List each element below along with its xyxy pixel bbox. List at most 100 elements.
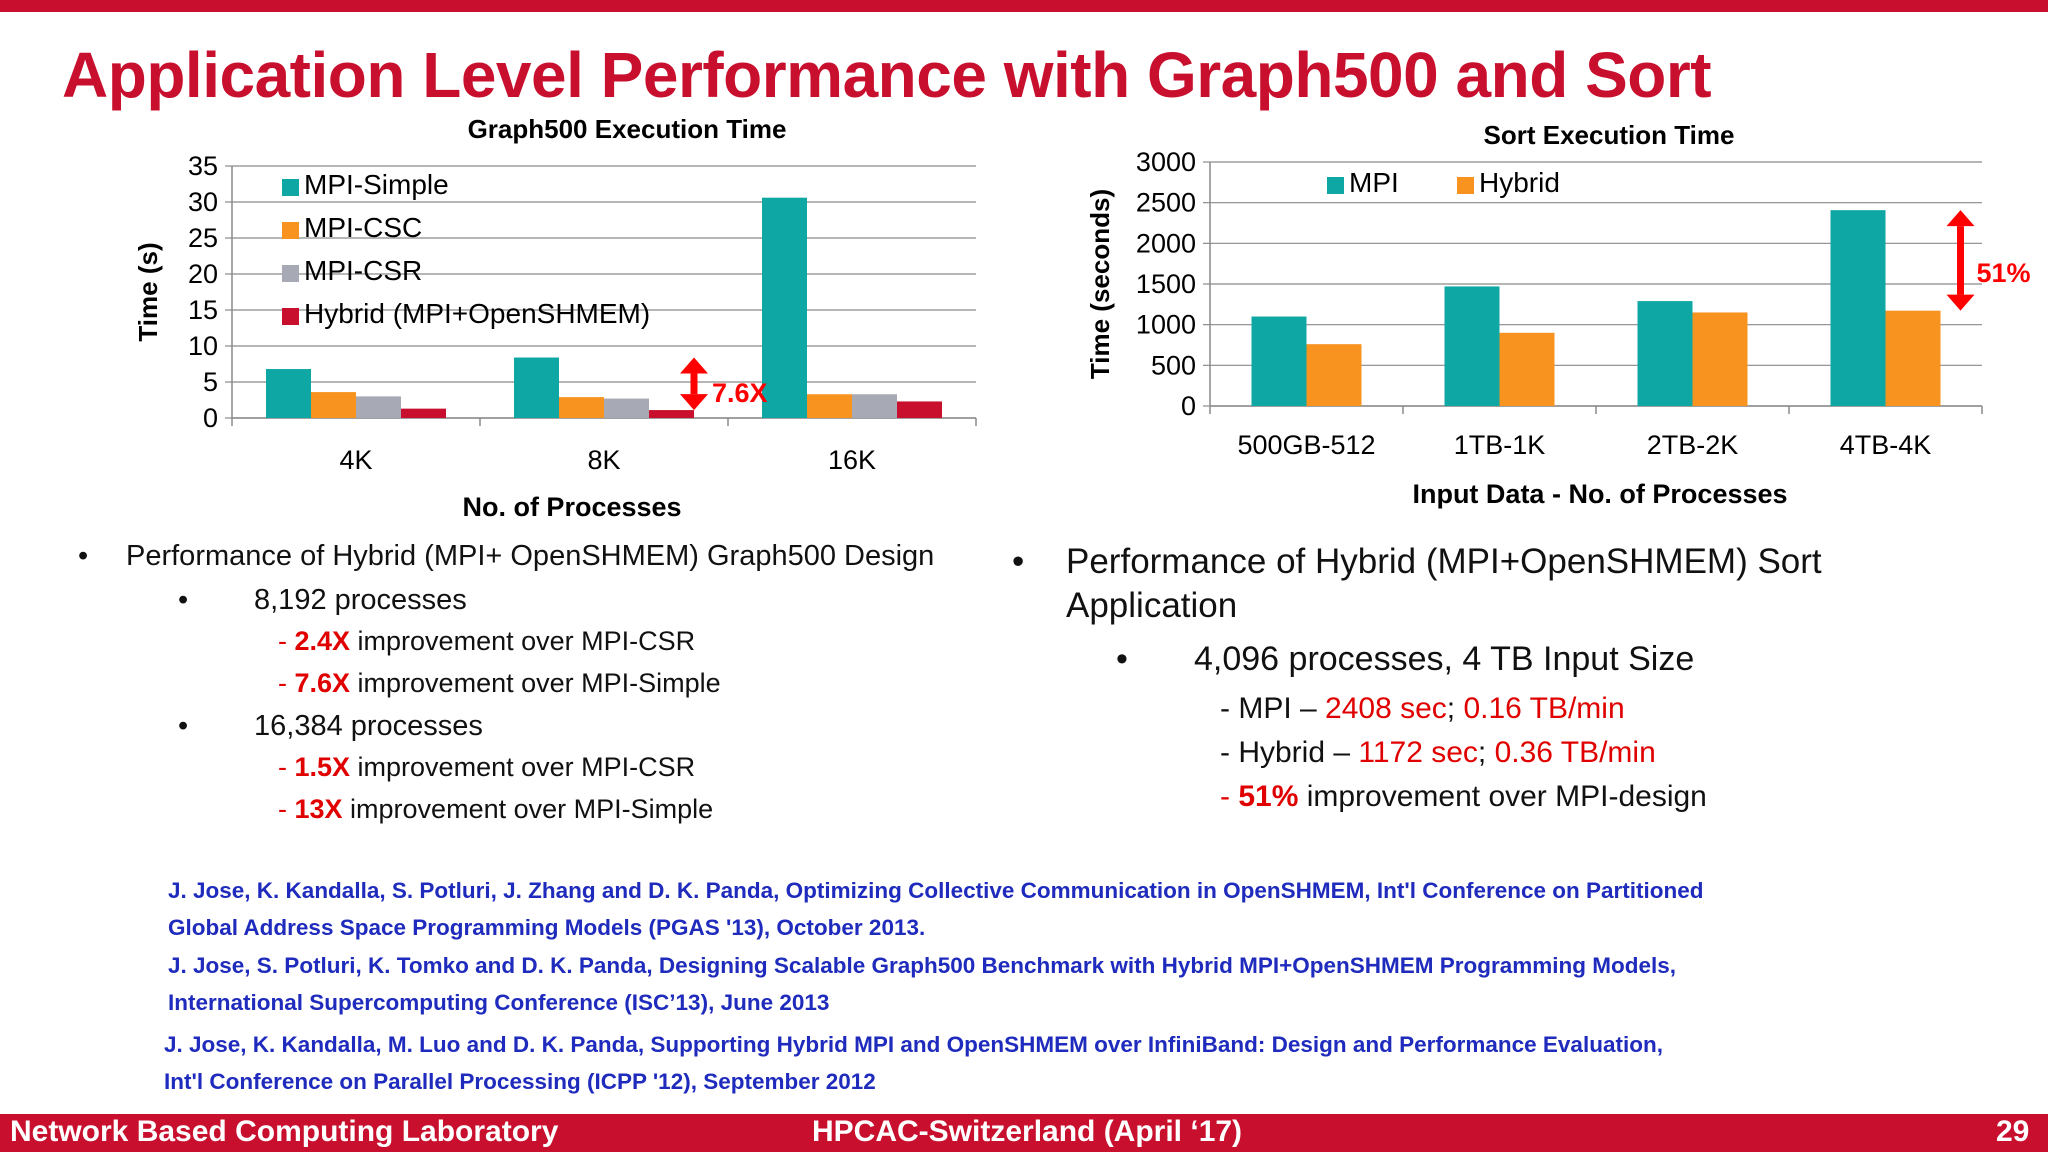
y-tick-label: 1000: [1136, 310, 1196, 340]
top-accent-bar: [0, 0, 2048, 12]
sort-main-bullet-line1: Performance of Hybrid (MPI+OpenSHMEM) So…: [1066, 542, 1822, 581]
sort-chart: 0 500 1000 1500 2000 2500 3000 500GB-512 1TB-1K 2…: [1085, 120, 2031, 509]
legend-label: MPI-CSC: [304, 212, 422, 243]
sort-mpi-line: - MPI – 2408 sec; 0.16 TB/min: [1220, 692, 1625, 725]
x-category-label: 4K: [339, 445, 372, 475]
improvement-arrow-head-top: [680, 357, 708, 374]
legend-swatch: [282, 179, 299, 196]
footer-bar: Network Based Computing Laboratory HPCAC…: [0, 1114, 2048, 1152]
x-category-label: 2TB-2K: [1647, 430, 1739, 460]
reference-line: International Supercomputing Conference …: [168, 990, 830, 1015]
legend-swatch: [1327, 177, 1344, 194]
legend-swatch: [282, 308, 299, 325]
y-tick-label: 5: [203, 367, 218, 397]
x-category-label: 4TB-4K: [1840, 430, 1932, 460]
sort-hybrid-line: - Hybrid – 1172 sec; 0.36 TB/min: [1220, 736, 1656, 769]
graph500-item: - 2.4X improvement over MPI-CSR: [278, 626, 696, 656]
graph500-item: - 13X improvement over MPI-Simple: [278, 794, 714, 824]
reference-line: J. Jose, K. Kandalla, S. Potluri, J. Zha…: [168, 878, 1704, 903]
y-tick-label: 1500: [1136, 269, 1196, 299]
bar-mpi: [1830, 210, 1886, 406]
y-tick-label: 0: [1181, 391, 1196, 421]
bar-mpi-simple: [514, 357, 559, 418]
bar-mpi-simple: [762, 197, 807, 418]
y-tick-label: 0: [203, 403, 218, 433]
bar-mpi-csc: [311, 392, 356, 418]
bar-mpi: [1637, 301, 1693, 406]
legend-label: MPI-CSR: [304, 255, 422, 286]
legend-swatch: [282, 222, 299, 239]
improvement-arrow-shaft: [690, 373, 698, 395]
footer-page-number: 29: [1996, 1115, 2030, 1148]
y-tick-label: 10: [188, 331, 218, 361]
legend-label: MPI-Simple: [304, 169, 449, 200]
y-tick-label: 30: [188, 187, 218, 217]
improvement-arrow-head-bottom: [680, 394, 708, 411]
x-category-label: 1TB-1K: [1454, 430, 1546, 460]
y-tick-label: 500: [1151, 350, 1196, 380]
reference-line: Global Address Space Programming Models …: [168, 915, 926, 940]
improvement-label: 51%: [1977, 258, 2031, 288]
bullet-dot: •: [78, 540, 89, 572]
legend-label: Hybrid (MPI+OpenSHMEM): [304, 298, 650, 329]
reference-line: Int'l Conference on Parallel Processing …: [164, 1069, 876, 1094]
graph500-main-bullet: Performance of Hybrid (MPI+ OpenSHMEM) G…: [126, 540, 935, 572]
reference-line: J. Jose, K. Kandalla, M. Luo and D. K. P…: [164, 1032, 1663, 1057]
bar-mpi-simple: [266, 369, 311, 418]
y-tick-label: 2500: [1136, 188, 1196, 218]
footer-event: HPCAC-Switzerland (April ‘17): [812, 1115, 1243, 1148]
reference-line: J. Jose, S. Potluri, K. Tomko and D. K. …: [168, 953, 1677, 978]
y-tick-label: 3000: [1136, 147, 1196, 177]
bar-hybrid: [1692, 312, 1748, 406]
y-tick-label: 20: [188, 259, 218, 289]
x-category-label: 16K: [828, 445, 876, 475]
bar-hybrid: [1306, 344, 1362, 406]
improvement-arrow-head-bottom: [1946, 294, 1975, 311]
bar-hybrid: [1885, 310, 1941, 406]
sort-sub-bullet: 4,096 processes, 4 TB Input Size: [1194, 640, 1695, 678]
bar-hybrid-mpi-openshmem-: [649, 410, 694, 418]
chart-title: Sort Execution Time: [1484, 120, 1735, 150]
legend-swatch: [282, 265, 299, 282]
x-category-label: 8K: [587, 445, 620, 475]
improvement-arrow-shaft: [1957, 226, 1964, 295]
graph500-sub-16k: 16,384 processes: [254, 710, 483, 742]
y-tick-label: 15: [188, 295, 218, 325]
y-axis-title: Time (s): [133, 242, 163, 341]
improvement-label: 7.6X: [712, 378, 768, 408]
improvement-arrow-head-top: [1946, 210, 1975, 227]
x-category-label: 500GB-512: [1237, 430, 1375, 460]
chart-title: Graph500 Execution Time: [468, 114, 787, 144]
bar-mpi-csc: [559, 397, 604, 418]
bar-mpi: [1444, 286, 1500, 406]
sort-main-bullet-line2: Application: [1066, 586, 1238, 625]
bullet-dot: •: [178, 584, 189, 616]
legend-label: MPI: [1349, 167, 1399, 198]
graph500-item: - 7.6X improvement over MPI-Simple: [278, 668, 721, 698]
y-axis-title: Time (seconds): [1085, 189, 1115, 379]
bar-hybrid: [1499, 332, 1555, 406]
bar-hybrid-mpi-openshmem-: [897, 401, 942, 418]
graph500-chart: 0 5 10 15 20 25 30 35 4K 8K 16K Graph500 Execution …: [133, 114, 977, 522]
footer-lab-name: Network Based Computing Laboratory: [10, 1115, 559, 1148]
y-tick-label: 35: [188, 151, 218, 181]
bar-hybrid-mpi-openshmem-: [401, 408, 446, 418]
bullet-dot: •: [1012, 542, 1025, 581]
graph500-item: - 1.5X improvement over MPI-CSR: [278, 752, 696, 782]
slide-title: Application Level Performance with Graph…: [62, 39, 1712, 111]
x-axis-title: No. of Processes: [462, 492, 681, 522]
bullet-dot: •: [178, 710, 189, 742]
y-tick-label: 2000: [1136, 228, 1196, 258]
legend-swatch: [1457, 177, 1474, 194]
bullet-dot: •: [1116, 640, 1128, 678]
bar-mpi: [1251, 316, 1307, 406]
legend-label: Hybrid: [1479, 167, 1560, 198]
x-axis-title: Input Data - No. of Processes: [1412, 479, 1787, 509]
graph500-sub-8k: 8,192 processes: [254, 584, 467, 616]
bar-mpi-csr: [356, 396, 401, 418]
bar-mpi-csc: [807, 394, 852, 418]
bar-mpi-csr: [604, 398, 649, 418]
sort-improvement-line: - 51% improvement over MPI-design: [1220, 780, 1707, 813]
bar-mpi-csr: [852, 394, 897, 418]
y-tick-label: 25: [188, 223, 218, 253]
